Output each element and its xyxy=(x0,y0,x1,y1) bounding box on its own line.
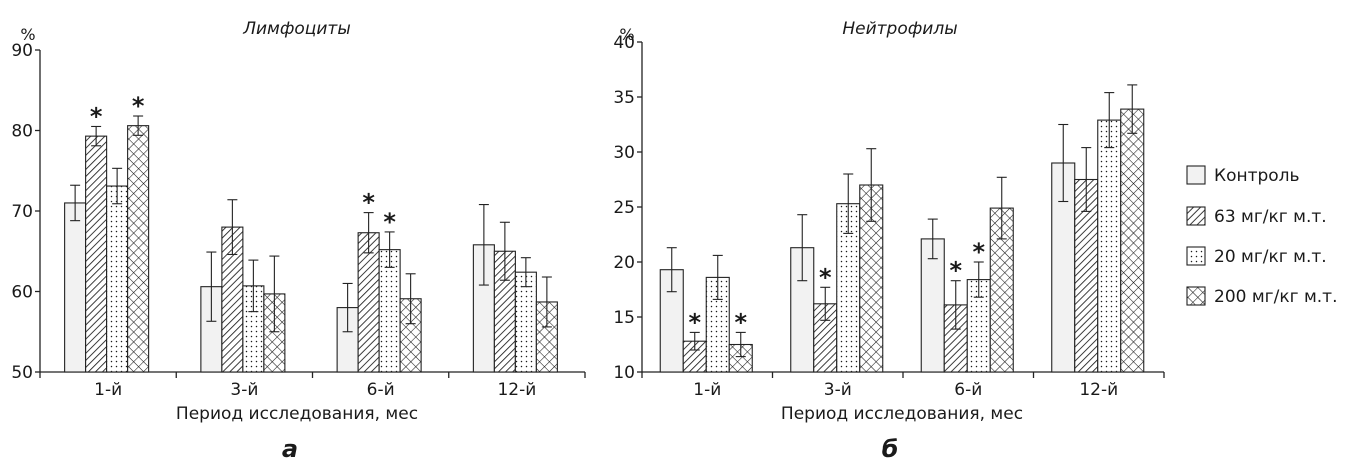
legend-item-control: Контроль xyxy=(1186,165,1300,186)
legend-item-63: 63 мг/кг м.т. xyxy=(1186,206,1327,227)
legend-label: Контроль xyxy=(1214,166,1300,186)
significance-marker: * xyxy=(383,208,396,236)
x-tick-label: 3-й xyxy=(824,380,852,400)
legend-label: 20 мг/кг м.т. xyxy=(1214,247,1327,267)
bar-20 xyxy=(1097,119,1122,373)
y-tick-label: 60 xyxy=(11,283,33,303)
x-tick-label: 1-й xyxy=(94,380,122,400)
y-tick-label: 10 xyxy=(613,363,635,383)
y-axis-label: % xyxy=(20,25,35,44)
significance-marker: * xyxy=(949,257,962,285)
legend-item-200: 200 мг/кг м.т. xyxy=(1186,286,1337,307)
significance-marker: * xyxy=(90,102,103,130)
y-tick-label: 80 xyxy=(11,122,33,142)
bar-item xyxy=(64,202,87,373)
bar-200 xyxy=(1120,108,1145,373)
significance-marker: * xyxy=(972,238,985,266)
significance-marker: * xyxy=(734,308,747,336)
legend: Контроль 63 мг/кг м.т. 20 мг/кг м.т. 200… xyxy=(1186,165,1337,307)
bar-63 xyxy=(357,232,380,373)
significance-marker: * xyxy=(688,308,701,336)
panel-label: б xyxy=(882,435,899,463)
y-tick-label: 25 xyxy=(613,198,635,218)
x-tick-label: 1-й xyxy=(693,380,721,400)
significance-marker: * xyxy=(132,92,145,120)
legend-swatch-plain xyxy=(1186,165,1206,185)
significance-marker: * xyxy=(362,189,375,217)
x-tick-label: 12-й xyxy=(1079,380,1118,400)
chart-title: Нейтрофилы xyxy=(842,19,957,39)
bar-20 xyxy=(378,249,401,373)
bar-20 xyxy=(106,185,129,373)
bar-63 xyxy=(85,135,108,373)
y-tick-label: 15 xyxy=(613,308,635,328)
y-tick-label: 50 xyxy=(11,363,33,383)
plot-area: 10 15 20 25 30 35 40 1-й * * 3-й * 6-й * * 12-й xyxy=(613,33,1165,400)
legend-swatch-diagonal xyxy=(1186,206,1206,226)
x-axis-label: Период исследования, мес xyxy=(176,404,418,424)
y-tick-label: 30 xyxy=(613,143,635,163)
y-tick-label: 40 xyxy=(613,33,635,53)
x-tick-label: 6-й xyxy=(954,380,982,400)
lymphocytes-chart-panel: Лимфоциты % Период исследования, мес а 5… xyxy=(11,19,586,463)
legend-item-20: 20 мг/кг м.т. xyxy=(1186,246,1327,267)
x-tick-label: 6-й xyxy=(367,380,395,400)
legend-swatch-dots xyxy=(1186,246,1206,266)
neutrophils-chart-panel: Нейтрофилы % Период исследования, мес б … xyxy=(613,19,1165,463)
y-axis-label: % xyxy=(619,25,634,44)
legend-label: 63 мг/кг м.т. xyxy=(1214,207,1327,227)
plot-area: 50 60 70 80 90 1-й * * 3-й 6-й * * 12-й xyxy=(11,41,586,400)
x-tick-label: 3-й xyxy=(230,380,258,400)
bar-200 xyxy=(127,125,150,373)
x-axis-label: Период исследования, мес xyxy=(781,404,1023,424)
x-tick-label: 12-й xyxy=(497,380,536,400)
y-tick-label: 20 xyxy=(613,253,635,273)
y-tick-label: 35 xyxy=(613,88,635,108)
panel-label: а xyxy=(282,435,298,463)
y-tick-label: 70 xyxy=(11,202,33,222)
significance-marker: * xyxy=(819,263,832,291)
legend-swatch-crosshatch xyxy=(1186,286,1206,306)
chart-title: Лимфоциты xyxy=(242,19,351,39)
legend-label: 200 мг/кг м.т. xyxy=(1214,287,1337,307)
y-tick-label: 90 xyxy=(11,41,33,61)
